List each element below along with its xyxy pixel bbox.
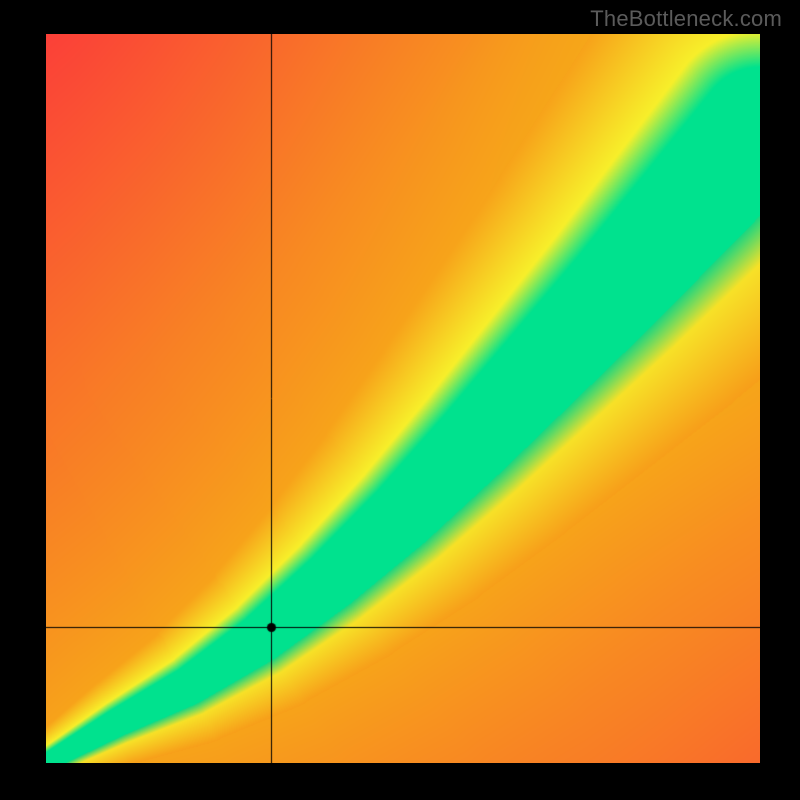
bottleneck-heatmap <box>46 34 760 763</box>
watermark-text: TheBottleneck.com <box>590 6 782 32</box>
chart-container: TheBottleneck.com <box>0 0 800 800</box>
